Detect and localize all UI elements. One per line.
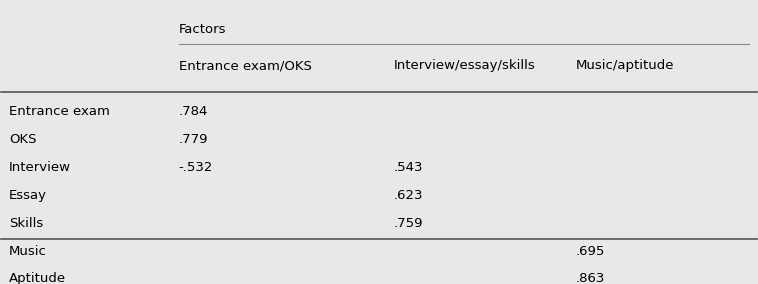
Text: .623: .623 [394,189,424,202]
Text: -.532: -.532 [179,161,213,174]
Text: Factors: Factors [179,23,227,36]
Text: Music: Music [9,245,47,258]
Text: Aptitude: Aptitude [9,272,66,284]
Text: OKS: OKS [9,133,36,146]
Text: .784: .784 [179,105,208,118]
Text: .695: .695 [575,245,605,258]
Text: Skills: Skills [9,217,43,230]
Text: Essay: Essay [9,189,47,202]
Text: Entrance exam: Entrance exam [9,105,110,118]
Text: Interview/essay/skills: Interview/essay/skills [394,59,536,72]
Text: .543: .543 [394,161,424,174]
Text: Interview: Interview [9,161,71,174]
Text: .863: .863 [575,272,605,284]
Text: Music/aptitude: Music/aptitude [575,59,674,72]
Text: .759: .759 [394,217,424,230]
Text: Entrance exam/OKS: Entrance exam/OKS [179,59,312,72]
Text: .779: .779 [179,133,208,146]
